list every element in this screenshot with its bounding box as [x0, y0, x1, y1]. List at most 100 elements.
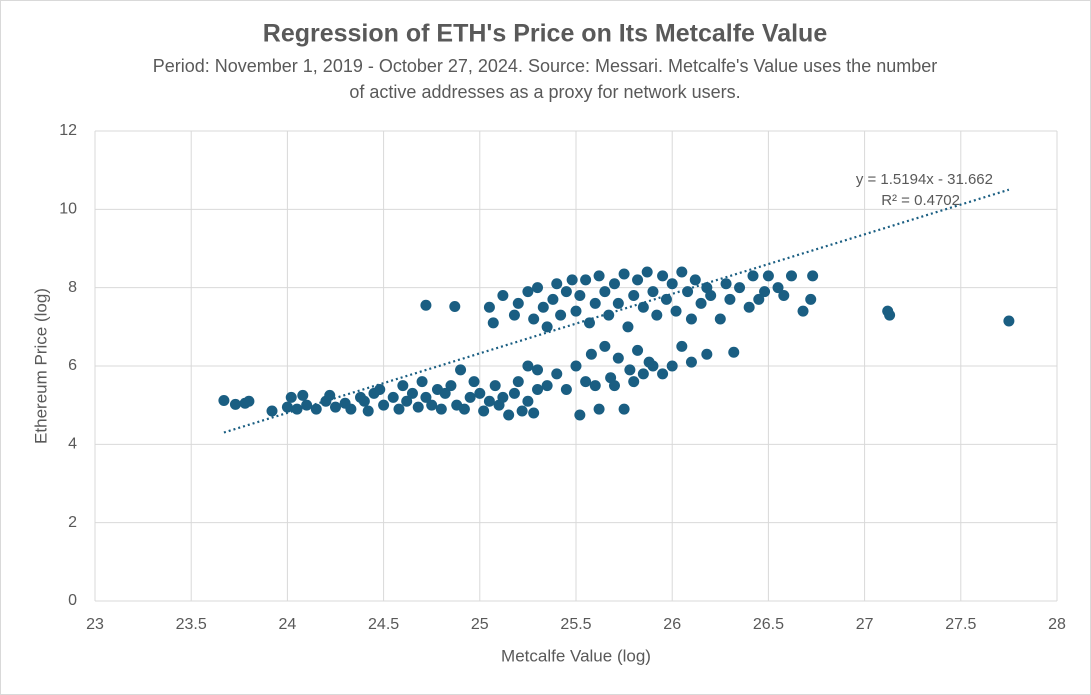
- data-point: [560, 384, 572, 395]
- data-point: [512, 376, 524, 388]
- data-point: [330, 401, 341, 413]
- data-point: [632, 344, 644, 356]
- data-point: [374, 384, 386, 395]
- data-point: [532, 384, 544, 395]
- data-point: [608, 380, 620, 392]
- data-point: [651, 309, 663, 321]
- data-point: [528, 407, 540, 419]
- data-point: [397, 380, 409, 392]
- data-point: [503, 409, 515, 421]
- data-point: [551, 368, 563, 380]
- data-point: [455, 364, 467, 376]
- data-point: [670, 305, 682, 317]
- chart-title: Regression of ETH's Price on Its Metcalf…: [263, 20, 828, 48]
- data-point: [599, 286, 611, 298]
- trendline-equation: y = 1.5194x - 31.662: [856, 171, 993, 188]
- data-point: [528, 313, 540, 325]
- data-point: [458, 403, 470, 415]
- x-tick-label: 28: [1048, 616, 1066, 633]
- data-point: [772, 282, 784, 294]
- data-point: [637, 368, 649, 380]
- data-point: [426, 399, 438, 411]
- data-point: [647, 286, 659, 298]
- data-point: [541, 380, 553, 392]
- data-point: [487, 317, 499, 329]
- data-point: [583, 317, 595, 329]
- data-point: [478, 405, 490, 417]
- data-point: [612, 352, 624, 364]
- data-point: [489, 380, 501, 392]
- data-point: [682, 286, 694, 298]
- data-point: [266, 405, 278, 417]
- data-point: [358, 395, 370, 407]
- data-point: [689, 274, 701, 286]
- data-point: [657, 270, 669, 282]
- data-point: [324, 389, 336, 401]
- data-point: [580, 274, 592, 286]
- data-point: [532, 282, 544, 294]
- data-point: [666, 360, 678, 372]
- data-point: [387, 391, 399, 403]
- data-point: [516, 405, 528, 417]
- data-point: [589, 297, 601, 309]
- data-point: [628, 376, 640, 388]
- data-point: [724, 293, 736, 305]
- data-point: [641, 266, 653, 278]
- data-point: [743, 301, 755, 313]
- data-point: [522, 360, 534, 372]
- chart-subtitle: Period: November 1, 2019 - October 27, 2…: [153, 56, 938, 76]
- data-point: [593, 403, 605, 415]
- data-point: [622, 321, 634, 333]
- data-point: [406, 387, 418, 399]
- data-point: [657, 368, 669, 380]
- data-point: [785, 270, 797, 282]
- data-point: [297, 389, 309, 401]
- data-point: [797, 305, 809, 317]
- y-tick-label: 0: [68, 592, 77, 609]
- data-point: [285, 391, 297, 403]
- data-point: [401, 395, 413, 407]
- data-point: [445, 380, 457, 392]
- data-point: [412, 401, 424, 413]
- x-tick-label: 24: [279, 616, 297, 633]
- data-point: [618, 403, 630, 415]
- data-point: [474, 387, 486, 399]
- data-point: [420, 299, 432, 311]
- data-point: [508, 309, 520, 321]
- data-point: [618, 268, 630, 280]
- data-point: [599, 340, 611, 352]
- data-point: [547, 293, 559, 305]
- chart-subtitle: of active addresses as a proxy for netwo…: [349, 82, 740, 102]
- x-tick-label: 23: [86, 616, 104, 633]
- data-point: [612, 297, 624, 309]
- trendline-r-squared: R² = 0.4702: [881, 192, 960, 209]
- data-point: [522, 395, 534, 407]
- x-tick-label: 26.5: [753, 616, 784, 633]
- data-point: [574, 409, 586, 421]
- x-tick-label: 27: [856, 616, 874, 633]
- data-point: [762, 270, 774, 282]
- data-point: [603, 309, 615, 321]
- data-point: [497, 290, 509, 301]
- y-tick-label: 2: [68, 514, 77, 531]
- data-point: [512, 297, 524, 309]
- data-point: [416, 376, 428, 388]
- x-tick-label: 25.5: [560, 616, 591, 633]
- data-point: [229, 398, 241, 410]
- data-point: [420, 391, 432, 403]
- x-tick-label: 23.5: [176, 616, 207, 633]
- data-point: [281, 401, 293, 413]
- data-point: [362, 405, 374, 417]
- y-tick-label: 10: [59, 201, 77, 218]
- data-point: [714, 313, 726, 325]
- data-point: [555, 309, 567, 321]
- data-point: [805, 293, 817, 305]
- data-point: [439, 387, 451, 399]
- data-point: [593, 270, 605, 282]
- data-point: [632, 274, 644, 286]
- data-point: [483, 395, 495, 407]
- data-point: [570, 360, 582, 372]
- data-point: [728, 346, 740, 358]
